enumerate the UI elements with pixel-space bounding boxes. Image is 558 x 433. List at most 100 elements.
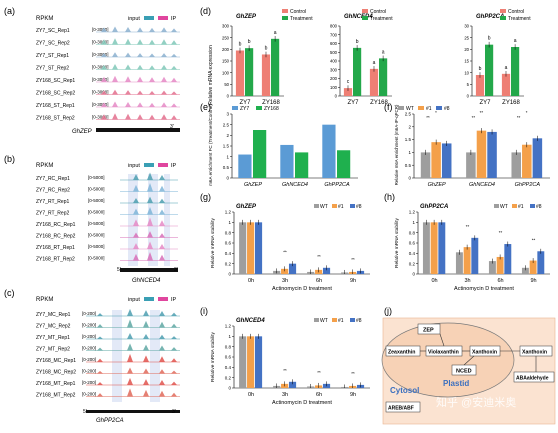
y-tick-label: 1.5 — [223, 144, 230, 149]
peak-highlight — [128, 174, 138, 266]
sig-letter: c — [347, 79, 350, 85]
panel-b-header: RPKM input IP — [36, 163, 177, 169]
bar — [420, 152, 431, 178]
sig-mark: ** — [317, 370, 321, 375]
y-tick-label: 0.8 — [225, 230, 232, 235]
sig-mark: ** — [351, 371, 355, 376]
legend-zy7-swatch — [232, 106, 238, 110]
track-label: ZY168_SC_Rep1 — [36, 78, 75, 84]
legend-label: WT — [320, 204, 328, 210]
coverage-track — [86, 388, 180, 397]
sig-letter: b — [488, 36, 491, 42]
track-scale: [0-3000] — [92, 40, 109, 45]
xanthoxin-cytosol-label: Xanthoxin — [522, 350, 547, 356]
y-tick-label: 600 — [330, 41, 338, 46]
legend-label: #1 — [518, 204, 524, 210]
coverage-track — [96, 26, 180, 32]
sig-letter: b — [239, 42, 242, 48]
track-label: ZY7_RT_Rep2 — [36, 211, 69, 217]
y-tick-label: 0 — [412, 272, 415, 277]
legend-treatment-swatch — [362, 16, 368, 20]
y-tick-label: 1.2 — [225, 210, 232, 215]
sig-letter: a — [373, 60, 376, 66]
legend-control-label: Control — [370, 9, 386, 15]
coverage-track — [120, 251, 178, 261]
coverage-track — [120, 217, 178, 226]
coverage-track — [120, 241, 178, 249]
y-tick-label: 1.2 — [225, 324, 232, 329]
bar — [476, 130, 487, 178]
bar — [422, 222, 430, 274]
chart-h: GhPP2CA WT #1 #8 Relative mRNA stability Acti… — [394, 204, 550, 292]
legend-swatch — [350, 318, 355, 322]
x-axis-title: Actinomycin D treatment — [272, 286, 332, 292]
track-scale: [0-3000] — [92, 90, 109, 95]
coverage-track — [120, 182, 178, 192]
bar — [288, 263, 297, 274]
bar — [247, 222, 255, 274]
bar — [337, 150, 351, 178]
track-label: ZY168_MT_Rep2 — [36, 393, 76, 399]
aba-label: ABAaldehyde — [516, 376, 549, 382]
zeaxanthin-label: Zeaxanthin — [388, 350, 415, 356]
track-scale: [0-200] — [82, 323, 96, 328]
legend-swatch — [314, 318, 319, 322]
legend-input-swatch — [144, 16, 154, 20]
x-tick-label: 3h — [464, 278, 470, 284]
y-tick-label: 2 — [226, 133, 229, 138]
bar — [485, 44, 494, 96]
y-tick-label: 0 — [227, 94, 230, 99]
y-tick-label: 10 — [464, 70, 469, 75]
coverage-track — [86, 319, 180, 328]
coverage-track — [96, 89, 180, 95]
coverage-track — [96, 52, 180, 57]
y-tick-label: 200 — [330, 76, 338, 81]
panel-h-label: (h) — [384, 192, 395, 202]
track-label: ZY168_RT_Rep1 — [36, 245, 75, 251]
track-label: ZY7_RT_Rep1 — [36, 199, 69, 205]
y-tick-label: 0.5 — [223, 165, 230, 170]
track-scale: [0-200] — [82, 369, 96, 374]
bar — [487, 131, 497, 178]
track-scale: [0-3000] — [92, 27, 109, 32]
bar — [245, 48, 254, 96]
y-axis-title: Relative mRNA stability — [394, 217, 400, 267]
y-tick-label: 0.2 — [409, 261, 416, 266]
panel-i-label: (i) — [200, 306, 208, 316]
x-tick-label: 6h — [497, 278, 503, 284]
y-tick-label: 0 — [228, 386, 231, 391]
bar — [343, 88, 353, 96]
bar — [501, 73, 511, 96]
y-tick-label: 3 — [226, 112, 229, 117]
y-tick-label: 150 — [222, 59, 230, 64]
bar — [475, 75, 485, 96]
legend-zy168-label: ZY168 — [264, 106, 279, 112]
track-label: ZY168_MC_Rep1 — [36, 358, 76, 364]
x-tick-label: 0h — [248, 392, 254, 398]
legend-label: WT — [406, 106, 414, 112]
y-tick-label: 0 — [228, 272, 231, 277]
coverage-track — [96, 101, 180, 107]
y-axis-title: Relative mRNA expression — [208, 45, 214, 105]
nced-label: NCED — [456, 369, 472, 375]
legend-label: #1 — [338, 318, 344, 324]
track-label: ZY7_MC_Rep1 — [36, 312, 71, 318]
y-tick-label: 0.2 — [225, 375, 232, 380]
peak-highlight — [150, 310, 160, 402]
coverage-track — [96, 113, 180, 120]
panel-a-header: RPKM input IP — [36, 16, 177, 22]
track-scale: [0-200] — [82, 346, 96, 351]
panel-a-label: (a) — [4, 6, 15, 16]
coverage-track — [86, 377, 180, 385]
y-tick-label: 1 — [228, 220, 231, 225]
legend-ip-label: IP — [171, 16, 177, 22]
bar — [463, 247, 471, 274]
y-tick-label: 500 — [330, 50, 338, 55]
sig-mark: ** — [426, 115, 430, 120]
rpkm-label: RPKM — [36, 16, 53, 22]
x-tick-label: GhPP2CA — [515, 182, 541, 188]
panel-b-gene: GhNCED4 — [132, 278, 161, 284]
y-tick-label: 0.8 — [225, 344, 232, 349]
bar — [322, 124, 336, 178]
